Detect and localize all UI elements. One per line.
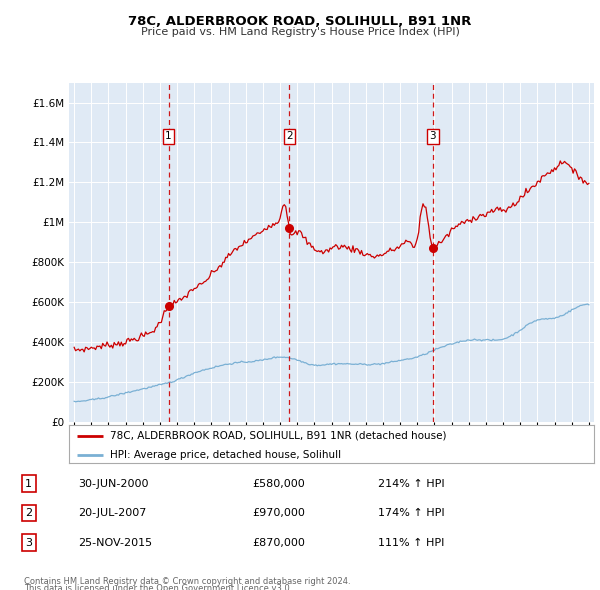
Text: 214% ↑ HPI: 214% ↑ HPI: [378, 478, 445, 489]
Text: 78C, ALDERBROOK ROAD, SOLIHULL, B91 1NR (detached house): 78C, ALDERBROOK ROAD, SOLIHULL, B91 1NR …: [110, 431, 446, 441]
Text: £580,000: £580,000: [252, 478, 305, 489]
Text: £970,000: £970,000: [252, 508, 305, 518]
Text: 30-JUN-2000: 30-JUN-2000: [78, 478, 149, 489]
Text: 78C, ALDERBROOK ROAD, SOLIHULL, B91 1NR: 78C, ALDERBROOK ROAD, SOLIHULL, B91 1NR: [128, 15, 472, 28]
Text: 1: 1: [165, 132, 172, 142]
Text: 2: 2: [286, 132, 293, 142]
Text: This data is licensed under the Open Government Licence v3.0.: This data is licensed under the Open Gov…: [24, 584, 292, 590]
Text: 1: 1: [25, 478, 32, 489]
Text: 20-JUL-2007: 20-JUL-2007: [78, 508, 146, 518]
Text: 2: 2: [25, 508, 32, 518]
Text: £870,000: £870,000: [252, 537, 305, 548]
Text: Price paid vs. HM Land Registry's House Price Index (HPI): Price paid vs. HM Land Registry's House …: [140, 27, 460, 37]
Text: 25-NOV-2015: 25-NOV-2015: [78, 537, 152, 548]
Text: 3: 3: [25, 537, 32, 548]
Text: Contains HM Land Registry data © Crown copyright and database right 2024.: Contains HM Land Registry data © Crown c…: [24, 577, 350, 586]
Text: 111% ↑ HPI: 111% ↑ HPI: [378, 537, 445, 548]
Text: 3: 3: [430, 132, 436, 142]
Text: 174% ↑ HPI: 174% ↑ HPI: [378, 508, 445, 518]
Text: HPI: Average price, detached house, Solihull: HPI: Average price, detached house, Soli…: [110, 450, 341, 460]
